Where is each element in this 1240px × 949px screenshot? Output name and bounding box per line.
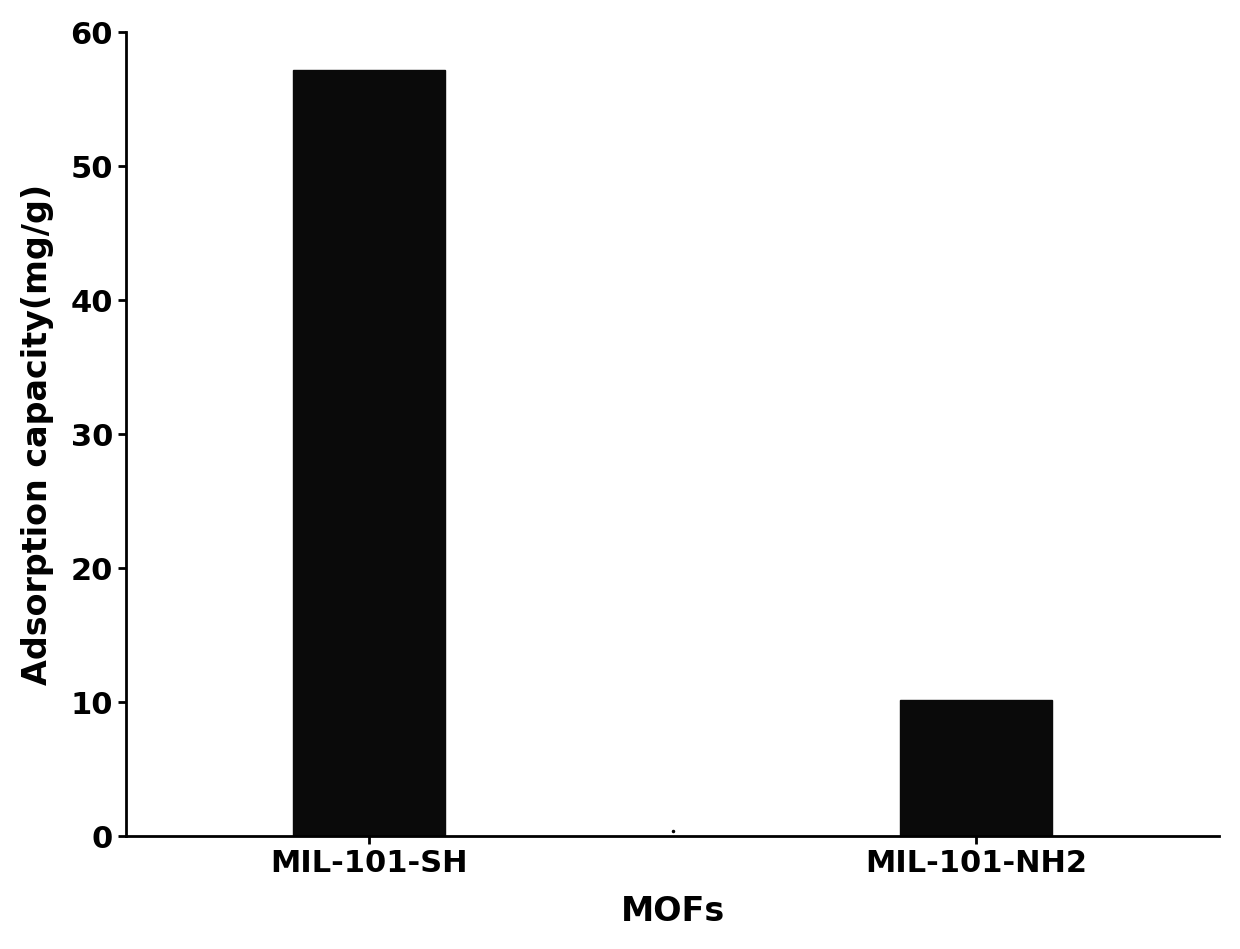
X-axis label: MOFs: MOFs	[620, 895, 725, 928]
Y-axis label: Adsorption capacity(mg/g): Adsorption capacity(mg/g)	[21, 184, 53, 685]
Bar	[900, 699, 1053, 836]
Bar	[293, 70, 445, 836]
